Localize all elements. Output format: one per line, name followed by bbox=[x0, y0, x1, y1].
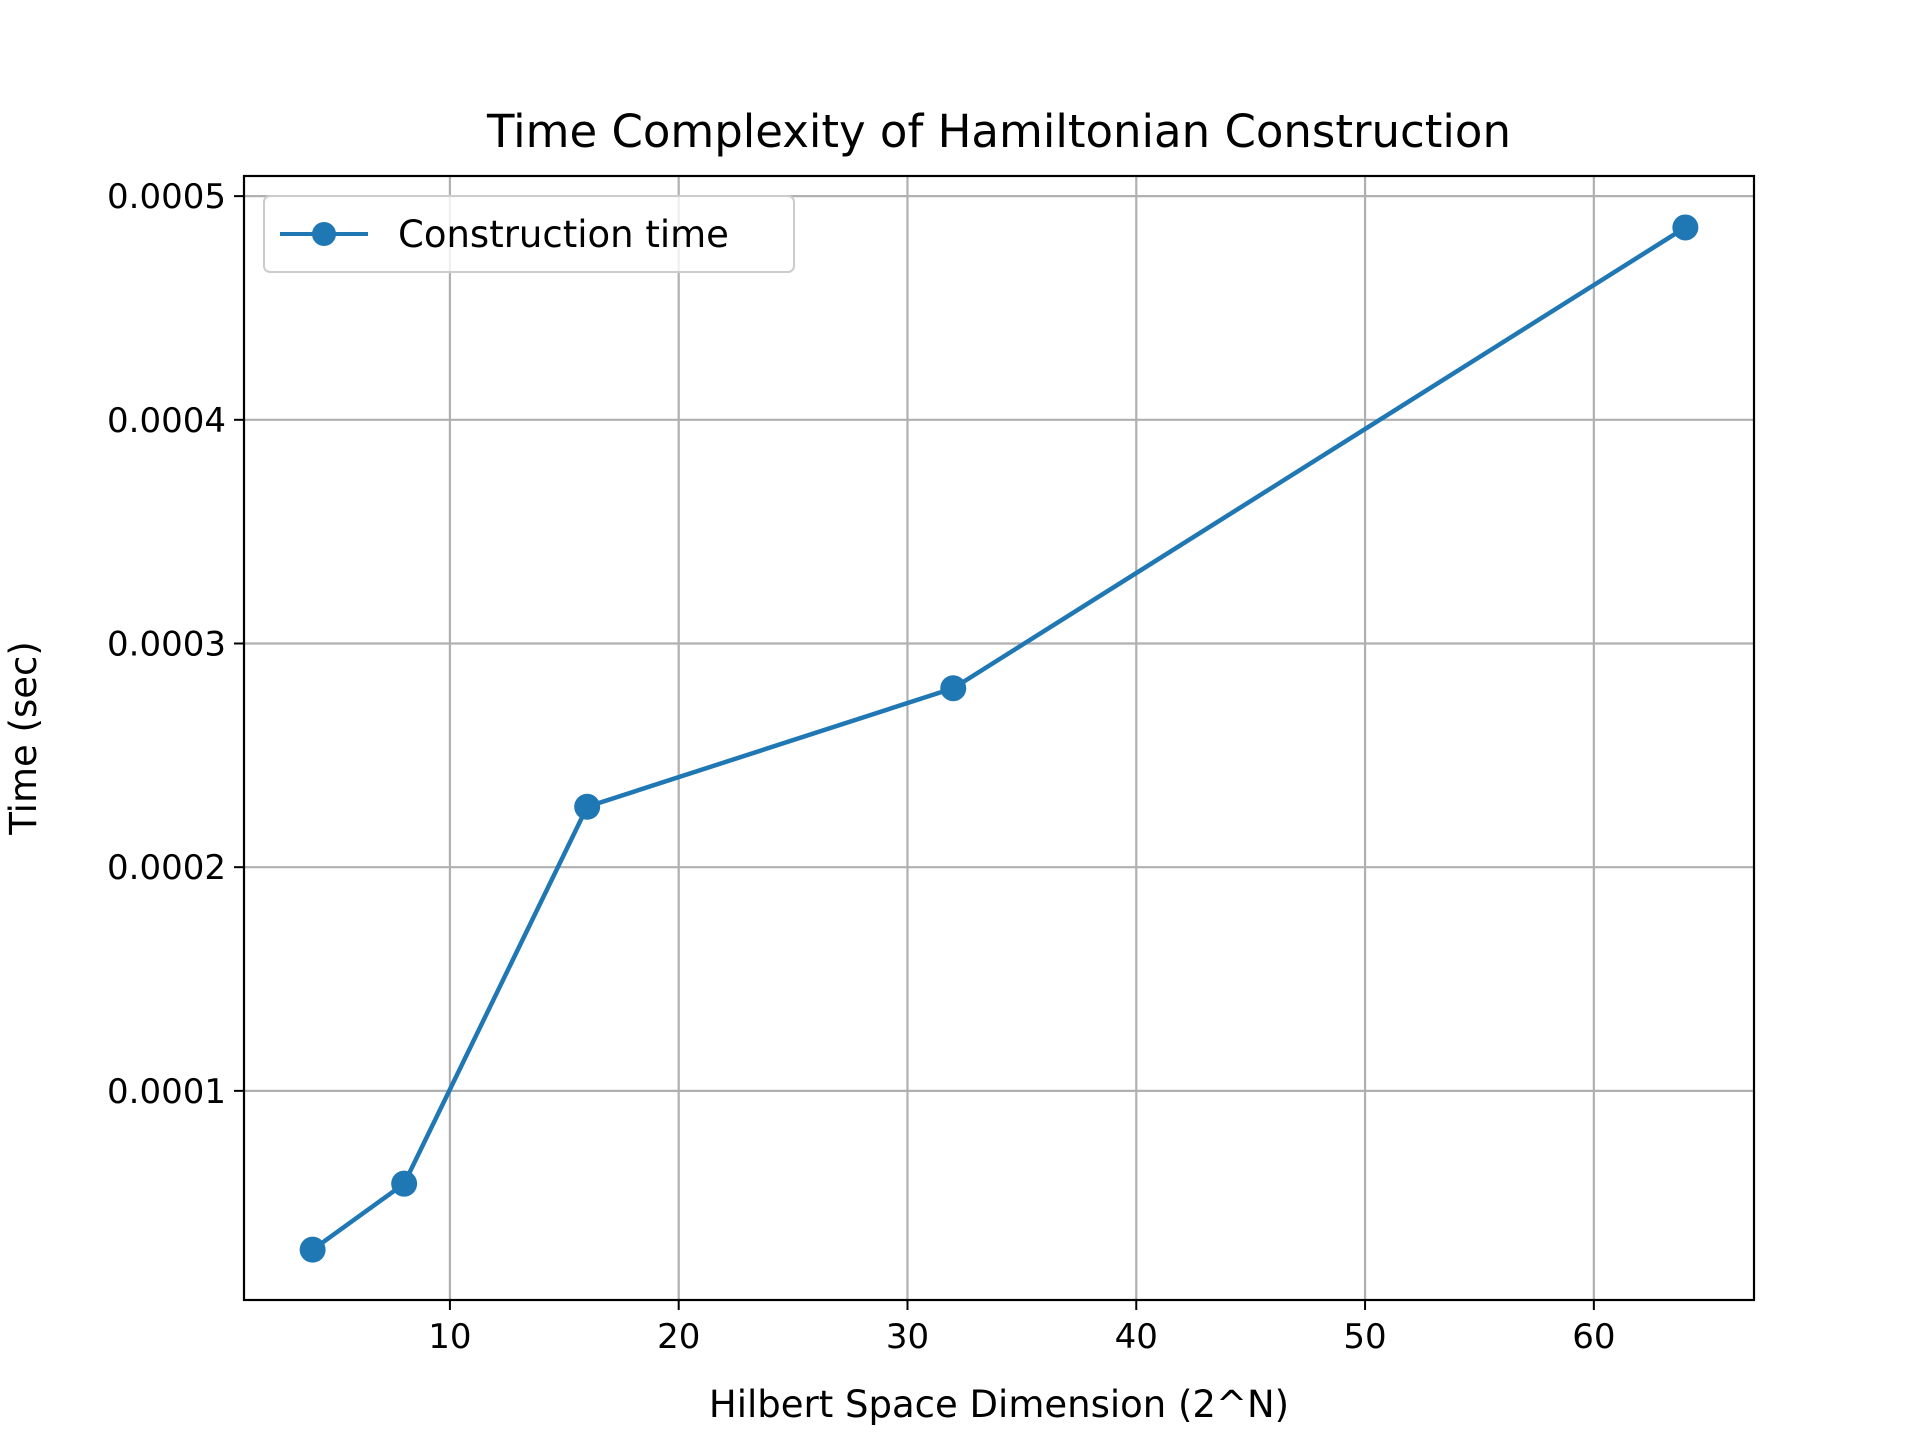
chart-title: Time Complexity of Hamiltonian Construct… bbox=[486, 105, 1511, 158]
x-tick-label: 10 bbox=[428, 1317, 471, 1357]
x-tick-label: 40 bbox=[1115, 1317, 1158, 1357]
y-tick-label: 0.0002 bbox=[107, 848, 226, 888]
x-tick-label: 30 bbox=[886, 1317, 929, 1357]
data-point bbox=[299, 1236, 326, 1263]
data-point bbox=[1672, 214, 1699, 241]
x-tick-label: 50 bbox=[1343, 1317, 1386, 1357]
grid bbox=[244, 176, 1754, 1300]
x-tick-label: 20 bbox=[657, 1317, 700, 1357]
legend-marker-sample bbox=[312, 222, 336, 246]
data-point bbox=[391, 1170, 418, 1197]
data-point bbox=[574, 793, 601, 820]
legend-box bbox=[263, 195, 795, 273]
series-layer bbox=[299, 214, 1699, 1263]
legend-label: Construction time bbox=[398, 213, 729, 256]
legend: Construction time bbox=[263, 195, 795, 273]
ticks: 10 20 30 40 50 60 0.0001 0.0002 0.0003 0.0004 0.00… bbox=[107, 177, 1615, 1357]
y-tick-label: 0.0004 bbox=[107, 401, 226, 441]
y-tick-label: 0.0005 bbox=[107, 177, 226, 217]
y-axis-label: Time (sec) bbox=[2, 641, 45, 836]
y-tick-label: 0.0001 bbox=[107, 1072, 226, 1112]
data-point bbox=[940, 675, 967, 702]
plot-frame bbox=[242, 174, 1756, 1302]
y-tick-label: 0.0003 bbox=[107, 624, 226, 664]
x-axis-label: Hilbert Space Dimension (2^N) bbox=[709, 1383, 1289, 1426]
x-tick-label: 60 bbox=[1572, 1317, 1615, 1357]
